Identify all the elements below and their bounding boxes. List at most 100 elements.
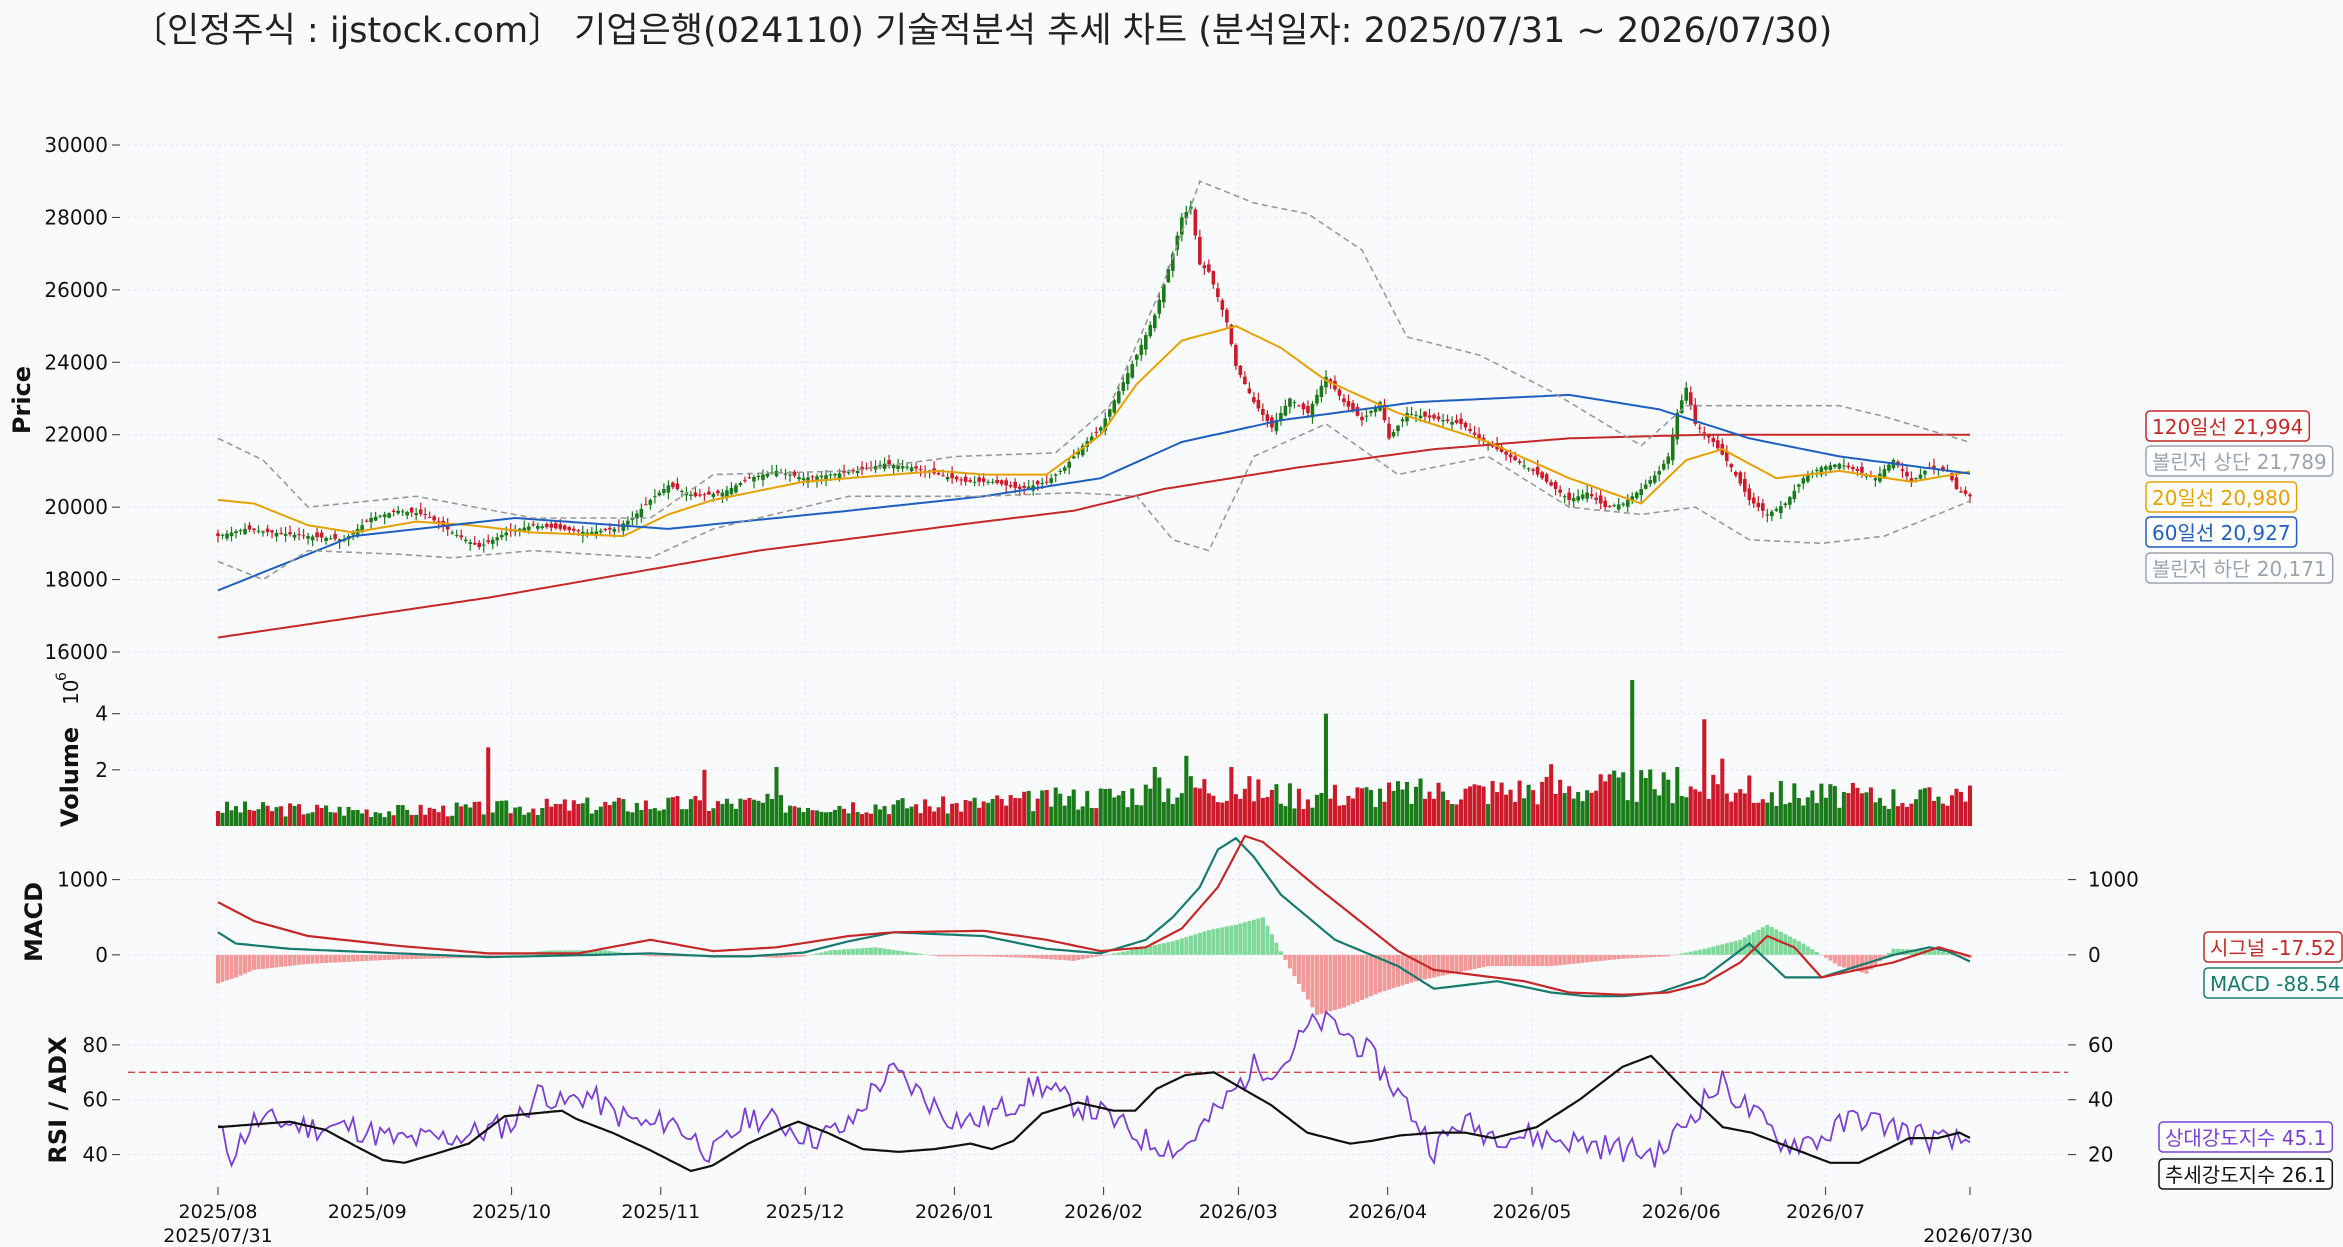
- volume-bar: [823, 812, 829, 826]
- volume-bar: [1341, 805, 1346, 826]
- candle-body: [1125, 373, 1130, 384]
- candle-body: [1535, 466, 1540, 475]
- macd-histogram-bar: [1733, 940, 1738, 955]
- price-panel: [216, 180, 1972, 639]
- candle-body: [639, 508, 644, 518]
- candle-body: [445, 525, 450, 530]
- candle-body: [1846, 465, 1851, 468]
- volume-bar: [900, 798, 905, 826]
- x-tick-label: 2025/08: [179, 1201, 258, 1223]
- candle-body: [1833, 464, 1837, 468]
- candle-body: [707, 491, 711, 495]
- candle-body: [1053, 474, 1058, 476]
- macd-histogram-bar: [1242, 922, 1247, 955]
- candle-body: [734, 485, 738, 493]
- macd-histogram-bar: [855, 948, 860, 955]
- volume-bar: [1364, 787, 1369, 826]
- candle-body: [959, 479, 963, 481]
- macd-histogram-bar: [1967, 954, 1973, 958]
- candle-body: [531, 524, 536, 526]
- candle-body: [1180, 217, 1184, 235]
- macd-histogram-bar: [1310, 954, 1315, 1008]
- volume-bar: [1544, 776, 1549, 826]
- volume-bar: [769, 799, 775, 826]
- volume-bar: [274, 807, 279, 826]
- candle-body: [1292, 402, 1297, 404]
- candle-body: [526, 526, 531, 531]
- candle-body: [1022, 485, 1026, 488]
- candle-body: [1639, 489, 1644, 496]
- volume-bar: [1877, 797, 1882, 826]
- candle-body: [1049, 478, 1054, 483]
- candle-body: [1715, 440, 1720, 449]
- candle-body: [1243, 376, 1247, 385]
- candle-body: [1234, 345, 1238, 366]
- candle-body: [1080, 445, 1085, 456]
- candle-body: [369, 518, 373, 523]
- macd-histogram-bar: [1522, 954, 1527, 967]
- candle-body: [1035, 480, 1040, 485]
- macd-histogram-bar: [1648, 954, 1653, 958]
- macd-histogram-bar: [941, 954, 946, 957]
- macd-histogram-bar: [1495, 954, 1500, 967]
- candle-body: [558, 524, 563, 529]
- volume-bar: [306, 813, 311, 826]
- candle-body: [747, 477, 752, 479]
- macd-axis-label: MACD: [20, 882, 48, 962]
- macd-histogram-bar: [1531, 954, 1536, 967]
- legend-box: [2158, 1121, 2334, 1153]
- candle-body: [1738, 472, 1743, 484]
- candle-body: [1905, 471, 1909, 477]
- macd-histogram-bar: [1517, 954, 1522, 967]
- macd-histogram-bar: [1332, 954, 1337, 1011]
- macd-histogram-bar: [1486, 954, 1491, 967]
- candle-body: [1026, 486, 1031, 489]
- candle-body: [1463, 422, 1468, 428]
- macd-histogram-bar: [1472, 954, 1477, 969]
- macd-histogram-bar: [1386, 954, 1392, 990]
- volume-scale-exponent: 6: [54, 672, 70, 681]
- macd-histogram-bar: [288, 954, 293, 966]
- volume-bar: [1589, 792, 1594, 826]
- volume-bar: [724, 798, 729, 826]
- macd-histogram-bar: [1089, 954, 1094, 958]
- macd-histogram-bar: [896, 950, 901, 955]
- volume-bar: [774, 767, 779, 826]
- candle-body: [549, 523, 554, 528]
- candle-body: [1589, 494, 1594, 497]
- volume-bar: [1945, 805, 1950, 826]
- macd-histogram-bar: [391, 954, 396, 960]
- macd-histogram-bar: [1459, 954, 1464, 972]
- macd-histogram-bar: [1107, 954, 1112, 955]
- candle-body: [1954, 477, 1959, 490]
- candle-body: [1603, 500, 1607, 508]
- volume-bar: [1594, 790, 1599, 826]
- candle-body: [1824, 466, 1828, 470]
- macd-histogram-bar: [1022, 954, 1027, 958]
- macd-histogram-bar: [1139, 947, 1144, 955]
- candle-body: [382, 514, 387, 518]
- volume-bar: [670, 797, 675, 826]
- candle-body: [1103, 418, 1108, 431]
- volume-bar: [1724, 793, 1729, 826]
- volume-bar: [585, 797, 590, 826]
- macd-histogram-bar: [1706, 947, 1711, 955]
- volume-bar: [558, 804, 563, 826]
- macd-histogram-bar: [1166, 942, 1171, 955]
- macd-histogram-bar: [432, 954, 437, 959]
- volume-bar: [450, 815, 455, 826]
- legend-text: 시그널 -17.52: [2210, 936, 2336, 960]
- volume-bar: [346, 806, 351, 826]
- candle-body: [306, 536, 310, 539]
- volume-bar: [756, 800, 761, 826]
- macd-histogram-bar: [1323, 954, 1328, 1013]
- volume-bar: [914, 804, 919, 826]
- macd-histogram-bar: [1305, 954, 1310, 1000]
- volume-bar: [495, 801, 500, 826]
- volume-bar: [477, 801, 482, 826]
- macd-histogram-bar: [643, 954, 648, 956]
- volume-bar: [540, 808, 545, 826]
- volume-bar: [1013, 798, 1018, 826]
- macd-histogram-bar: [1621, 954, 1626, 959]
- candle-body: [1842, 465, 1846, 467]
